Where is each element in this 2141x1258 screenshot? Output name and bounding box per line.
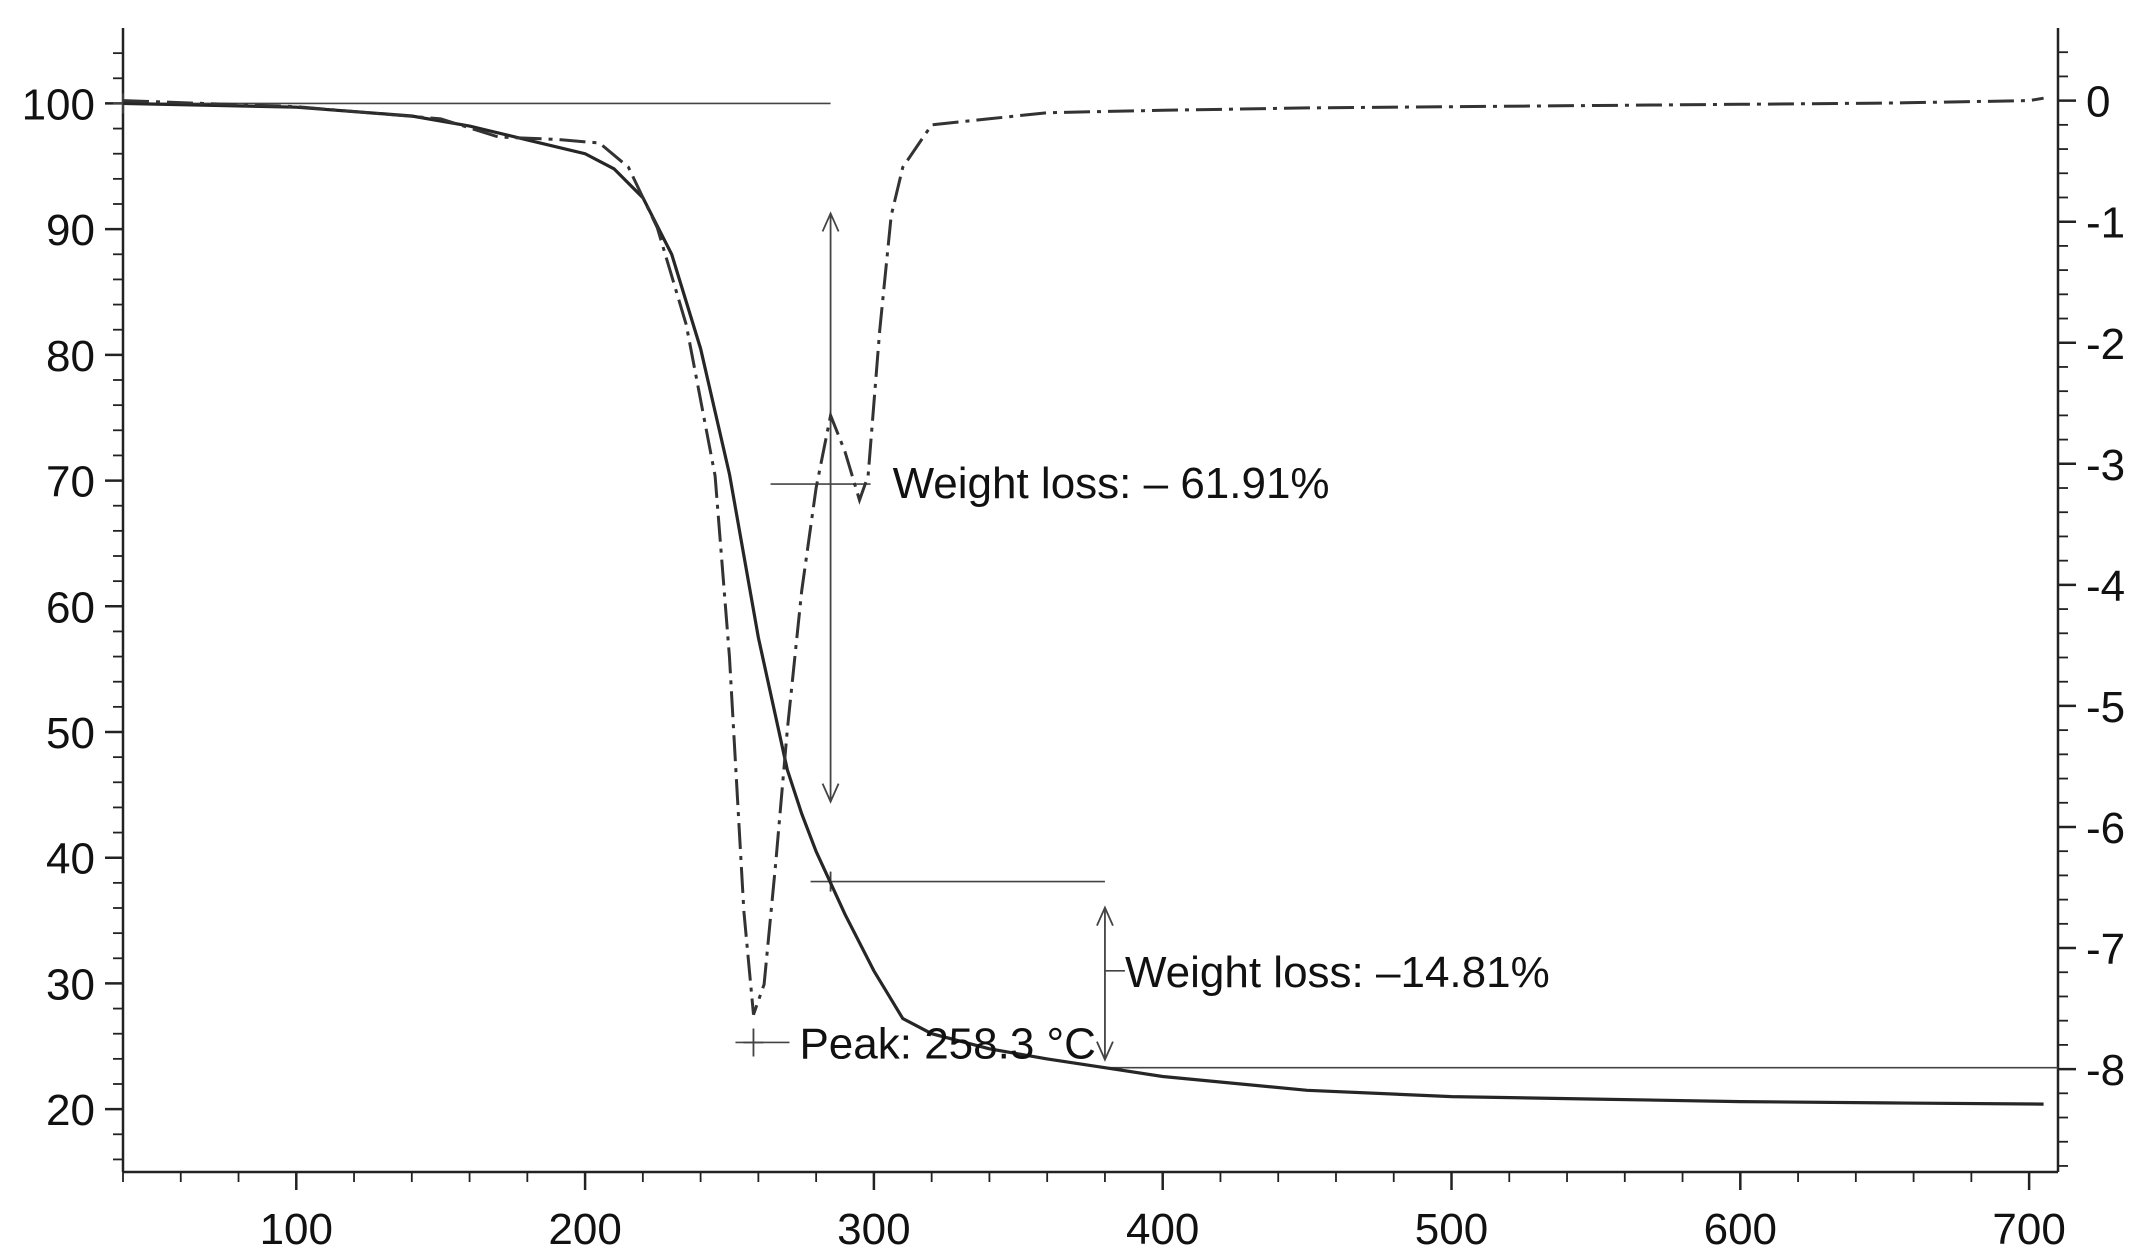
y2-tick-label: -4 <box>2086 562 2125 611</box>
y-tick-label: 70 <box>46 458 95 507</box>
dtg-curve <box>122 96 2044 1016</box>
annotation-weight-loss-1: Weight loss: – 61.91% <box>893 459 1330 508</box>
tick-labels: 100 200 300 400 500 600 700 20 30 40 50 60 70 80 90 100… <box>22 78 2126 1254</box>
y2-tick-label: -5 <box>2086 683 2125 732</box>
annotations: Weight loss: – 61.91% Weight loss: –14.8… <box>799 459 1549 1068</box>
y2-tick-label: -8 <box>2086 1046 2125 1095</box>
tga-curve <box>122 101 2044 1106</box>
y2-tick-label: -6 <box>2086 804 2125 853</box>
series-group <box>122 96 2044 1106</box>
annotation-weight-loss-2: Weight loss: –14.81% <box>1125 948 1550 997</box>
y-tick-label: 40 <box>46 835 95 884</box>
arrowhead-down-1 <box>821 783 840 804</box>
y-tick-label: 50 <box>46 709 95 758</box>
x-tick-label: 600 <box>1704 1205 1777 1254</box>
arrowhead-up-1 <box>821 211 840 232</box>
axes <box>121 28 2060 1174</box>
x-tick-label: 500 <box>1415 1205 1488 1254</box>
y-tick-label: 100 <box>22 80 95 129</box>
y2-tick-label: -2 <box>2086 320 2125 369</box>
y2-tick-label: 0 <box>2086 78 2110 127</box>
y-tick-label: 80 <box>46 332 95 381</box>
y2-tick-label: -3 <box>2086 441 2125 490</box>
y2-tick-label: -1 <box>2086 199 2125 248</box>
y-tick-label: 30 <box>46 960 95 1009</box>
y-tick-label: 90 <box>46 206 95 255</box>
x-tick-label: 700 <box>1992 1205 2065 1254</box>
x-tick-label: 100 <box>260 1205 333 1254</box>
y-tick-label: 20 <box>46 1086 95 1135</box>
arrowhead-down-2 <box>1096 1041 1114 1062</box>
ticks <box>105 51 2076 1190</box>
y-tick-label: 60 <box>46 583 95 632</box>
guide-lines <box>113 93 2058 1069</box>
y2-tick-label: -7 <box>2086 925 2125 974</box>
arrowhead-up-2 <box>1096 905 1114 926</box>
x-tick-label: 400 <box>1126 1205 1199 1254</box>
x-tick-label: 300 <box>837 1205 910 1254</box>
peak-marker <box>743 1028 764 1057</box>
x-tick-label: 200 <box>548 1205 621 1254</box>
annotation-peak: Peak: 258.3 °C <box>799 1019 1095 1068</box>
